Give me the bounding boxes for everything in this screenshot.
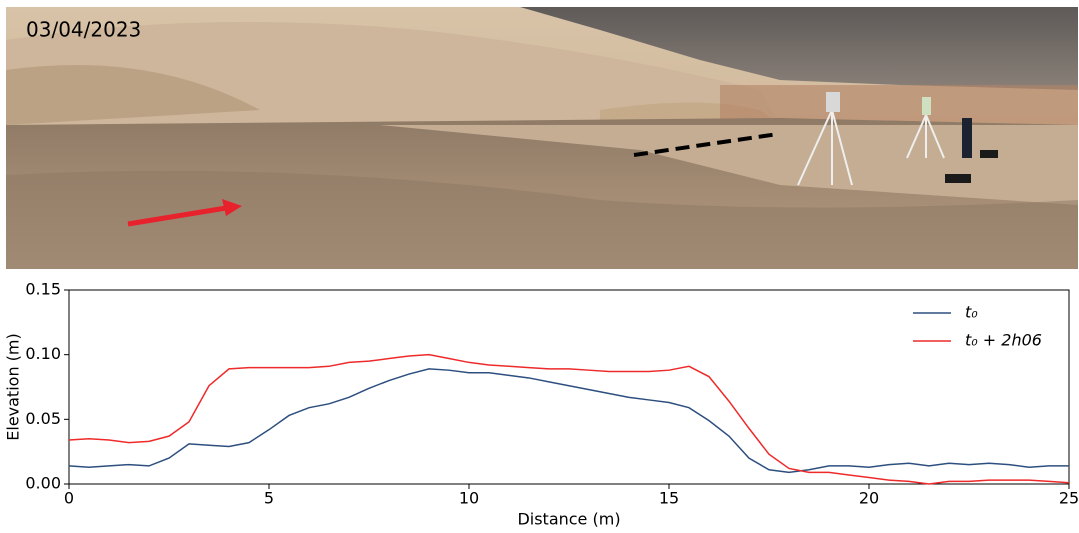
x-tick-label: 10 bbox=[459, 489, 479, 508]
x-tick-label: 5 bbox=[264, 489, 274, 508]
series-line bbox=[68, 368, 1069, 474]
x-axis-label: Distance (m) bbox=[517, 510, 620, 529]
x-tick-label: 15 bbox=[659, 489, 679, 508]
x-tick-label: 25 bbox=[1059, 489, 1079, 508]
x-tick-label: 0 bbox=[64, 489, 74, 508]
photo: 03/04/2023 bbox=[6, 7, 1078, 269]
y-tick-label: 0.00 bbox=[25, 474, 61, 493]
photo-date: 03/04/2023 bbox=[26, 18, 141, 42]
y-tick-label: 0.10 bbox=[25, 344, 61, 363]
x-tick-label: 20 bbox=[859, 489, 879, 508]
legend-label: t₀ bbox=[965, 303, 978, 322]
y-tick-label: 0.05 bbox=[25, 409, 61, 428]
chart: 0 5 10 15 20 25 0.00 0.05 0.10 0.15 Distance (m) El… bbox=[4, 280, 1079, 529]
y-axis-label: Elevation (m) bbox=[4, 333, 23, 440]
series-line bbox=[68, 353, 1070, 485]
y-tick-label: 0.15 bbox=[25, 280, 61, 299]
plot-frame bbox=[68, 289, 1070, 485]
legend-label: t₀ + 2h06 bbox=[965, 331, 1042, 350]
